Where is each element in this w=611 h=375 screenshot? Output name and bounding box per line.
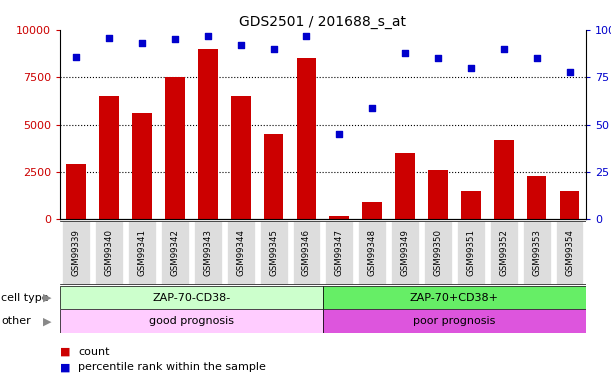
Point xyxy=(236,42,246,48)
Text: GSM99353: GSM99353 xyxy=(532,229,541,276)
Text: count: count xyxy=(78,347,110,357)
Bar xyxy=(362,202,382,219)
Bar xyxy=(264,134,284,219)
FancyBboxPatch shape xyxy=(490,220,518,284)
Bar xyxy=(132,113,152,219)
Point xyxy=(302,33,312,39)
FancyBboxPatch shape xyxy=(60,309,323,333)
FancyBboxPatch shape xyxy=(424,220,452,284)
Point xyxy=(499,46,508,52)
FancyBboxPatch shape xyxy=(95,220,123,284)
FancyBboxPatch shape xyxy=(391,220,419,284)
FancyBboxPatch shape xyxy=(62,220,90,284)
Point xyxy=(400,50,410,56)
Point xyxy=(170,36,180,42)
Text: GSM99349: GSM99349 xyxy=(401,229,409,276)
Point xyxy=(137,40,147,46)
Text: percentile rank within the sample: percentile rank within the sample xyxy=(78,363,266,372)
Point xyxy=(334,131,344,137)
FancyBboxPatch shape xyxy=(293,220,320,284)
Point xyxy=(532,56,541,62)
Point xyxy=(203,33,213,39)
Point xyxy=(565,69,574,75)
Bar xyxy=(395,153,415,219)
Point xyxy=(433,56,443,62)
Bar xyxy=(461,191,481,219)
Text: poor prognosis: poor prognosis xyxy=(413,316,496,326)
FancyBboxPatch shape xyxy=(326,220,353,284)
Point xyxy=(466,65,476,71)
Text: good prognosis: good prognosis xyxy=(149,316,234,326)
Text: GSM99348: GSM99348 xyxy=(368,229,377,276)
FancyBboxPatch shape xyxy=(194,220,222,284)
FancyBboxPatch shape xyxy=(260,220,288,284)
Text: GSM99344: GSM99344 xyxy=(236,229,245,276)
Text: ▶: ▶ xyxy=(43,292,51,303)
Bar xyxy=(560,191,579,219)
Text: ZAP-70-CD38-: ZAP-70-CD38- xyxy=(152,292,230,303)
FancyBboxPatch shape xyxy=(522,220,551,284)
Text: GSM99352: GSM99352 xyxy=(499,229,508,276)
Text: GSM99347: GSM99347 xyxy=(335,229,344,276)
FancyBboxPatch shape xyxy=(161,220,189,284)
Point xyxy=(71,54,81,60)
Text: ■: ■ xyxy=(60,363,70,372)
Text: ▶: ▶ xyxy=(43,316,51,326)
Text: GSM99341: GSM99341 xyxy=(137,229,147,276)
Text: GSM99345: GSM99345 xyxy=(269,229,278,276)
Text: GSM99342: GSM99342 xyxy=(170,229,180,276)
Text: ■: ■ xyxy=(60,347,70,357)
Bar xyxy=(494,140,514,219)
FancyBboxPatch shape xyxy=(457,220,485,284)
Bar xyxy=(100,96,119,219)
FancyBboxPatch shape xyxy=(358,220,386,284)
Point xyxy=(269,46,279,52)
Bar xyxy=(198,49,218,219)
FancyBboxPatch shape xyxy=(323,309,586,333)
Text: GSM99350: GSM99350 xyxy=(433,229,442,276)
Bar xyxy=(231,96,251,219)
Text: GSM99340: GSM99340 xyxy=(104,229,114,276)
Bar xyxy=(428,170,448,219)
Text: cell type: cell type xyxy=(1,292,49,303)
Text: GSM99343: GSM99343 xyxy=(203,229,213,276)
FancyBboxPatch shape xyxy=(128,220,156,284)
FancyBboxPatch shape xyxy=(555,220,584,284)
Text: GSM99351: GSM99351 xyxy=(466,229,475,276)
Text: GSM99354: GSM99354 xyxy=(565,229,574,276)
FancyBboxPatch shape xyxy=(60,286,323,309)
Point xyxy=(104,34,114,40)
Text: GSM99339: GSM99339 xyxy=(72,229,81,276)
Bar xyxy=(165,77,185,219)
FancyBboxPatch shape xyxy=(227,220,255,284)
Text: other: other xyxy=(1,316,31,326)
Bar xyxy=(67,165,86,219)
Text: ZAP-70+CD38+: ZAP-70+CD38+ xyxy=(410,292,499,303)
Bar xyxy=(296,58,316,219)
Bar xyxy=(527,176,546,219)
Bar xyxy=(329,216,349,219)
Text: GSM99346: GSM99346 xyxy=(302,229,311,276)
Point xyxy=(367,105,377,111)
FancyBboxPatch shape xyxy=(323,286,586,309)
Title: GDS2501 / 201688_s_at: GDS2501 / 201688_s_at xyxy=(240,15,406,29)
